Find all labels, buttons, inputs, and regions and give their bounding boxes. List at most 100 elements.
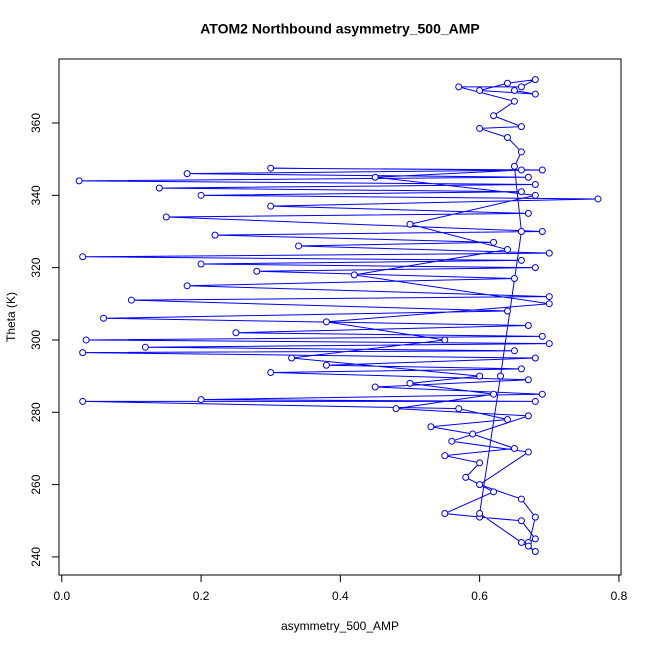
data-point: [295, 242, 303, 250]
data-point: [490, 390, 498, 398]
data-point: [476, 459, 484, 467]
data-point: [127, 296, 135, 304]
x-tick-label: 0.0: [53, 589, 70, 603]
data-point: [490, 488, 498, 496]
y-tick-label: 340: [29, 185, 43, 205]
data-point: [538, 332, 546, 340]
data-point: [469, 430, 477, 438]
data-point: [476, 481, 484, 489]
x-axis-label: asymmetry_500_AMP: [281, 619, 399, 633]
x-tick-label: 0.6: [471, 589, 488, 603]
data-point: [524, 173, 532, 181]
data-point: [510, 86, 518, 94]
y-tick-label: 280: [29, 402, 43, 422]
data-point: [462, 473, 470, 481]
data-point: [476, 86, 484, 94]
data-point: [100, 314, 108, 322]
data-point: [524, 376, 532, 384]
data-point: [253, 267, 261, 275]
data-point: [517, 256, 525, 264]
y-tick-label: 320: [29, 257, 43, 277]
data-point: [79, 397, 87, 405]
data-point: [531, 90, 539, 98]
data-point: [183, 170, 191, 178]
data-point: [441, 336, 449, 344]
data-point: [406, 379, 414, 387]
data-point: [531, 191, 539, 199]
data-point: [490, 238, 498, 246]
data-point: [288, 354, 296, 362]
data-point: [517, 83, 525, 91]
data-point: [531, 513, 539, 521]
data-point: [371, 173, 379, 181]
data-point: [490, 112, 498, 120]
y-tick-label: 300: [29, 330, 43, 350]
data-point: [406, 220, 414, 228]
data-point: [524, 448, 532, 456]
chart-title: ATOM2 Northbound asymmetry_500_AMP: [200, 21, 480, 37]
data-point: [448, 437, 456, 445]
data-point: [517, 148, 525, 156]
data-point: [75, 177, 83, 185]
data-point: [517, 495, 525, 503]
x-tick-label: 0.2: [193, 589, 210, 603]
data-point: [524, 412, 532, 420]
data-point: [510, 162, 518, 170]
data-point: [524, 209, 532, 217]
y-axis-label: Theta (K): [4, 292, 18, 342]
data-point: [392, 405, 400, 413]
data-point: [510, 97, 518, 105]
y-tick-label: 240: [29, 547, 43, 567]
data-point: [517, 538, 525, 546]
data-point: [510, 274, 518, 282]
x-tick-label: 0.8: [611, 589, 628, 603]
data-point: [538, 227, 546, 235]
data-point: [531, 264, 539, 272]
data-point: [517, 517, 525, 525]
data-point: [545, 293, 553, 301]
x-tick-label: 0.4: [332, 589, 349, 603]
data-point: [531, 76, 539, 84]
data-point: [197, 191, 205, 199]
data-point: [503, 133, 511, 141]
data-point: [232, 329, 240, 337]
data-point: [517, 166, 525, 174]
data-point: [531, 180, 539, 188]
data-point: [531, 547, 539, 555]
data-point: [517, 188, 525, 196]
data-point: [538, 166, 546, 174]
data-point: [517, 123, 525, 131]
data-point: [517, 365, 525, 373]
data-point: [267, 369, 275, 377]
data-point: [503, 79, 511, 87]
y-tick-label: 260: [29, 474, 43, 494]
data-point: [517, 227, 525, 235]
data-point: [267, 202, 275, 210]
data-point: [524, 542, 532, 550]
data-point: [497, 372, 505, 380]
data-point: [197, 260, 205, 268]
data-point: [322, 318, 330, 326]
data-point: [476, 510, 484, 518]
data-point: [503, 307, 511, 315]
data-point: [211, 231, 219, 239]
plot-frame: [58, 58, 622, 576]
data-point: [371, 383, 379, 391]
data-point: [531, 535, 539, 543]
data-point: [350, 271, 358, 279]
y-tick-label: 360: [29, 113, 43, 133]
data-point: [545, 300, 553, 308]
data-point: [503, 246, 511, 254]
data-point: [155, 184, 163, 192]
data-point: [503, 416, 511, 424]
data-point: [476, 372, 484, 380]
data-point: [79, 253, 87, 261]
data-point: [538, 390, 546, 398]
data-point: [441, 452, 449, 460]
data-point: [476, 124, 484, 132]
data-point: [594, 195, 602, 203]
data-point: [322, 361, 330, 369]
data-point: [545, 340, 553, 348]
